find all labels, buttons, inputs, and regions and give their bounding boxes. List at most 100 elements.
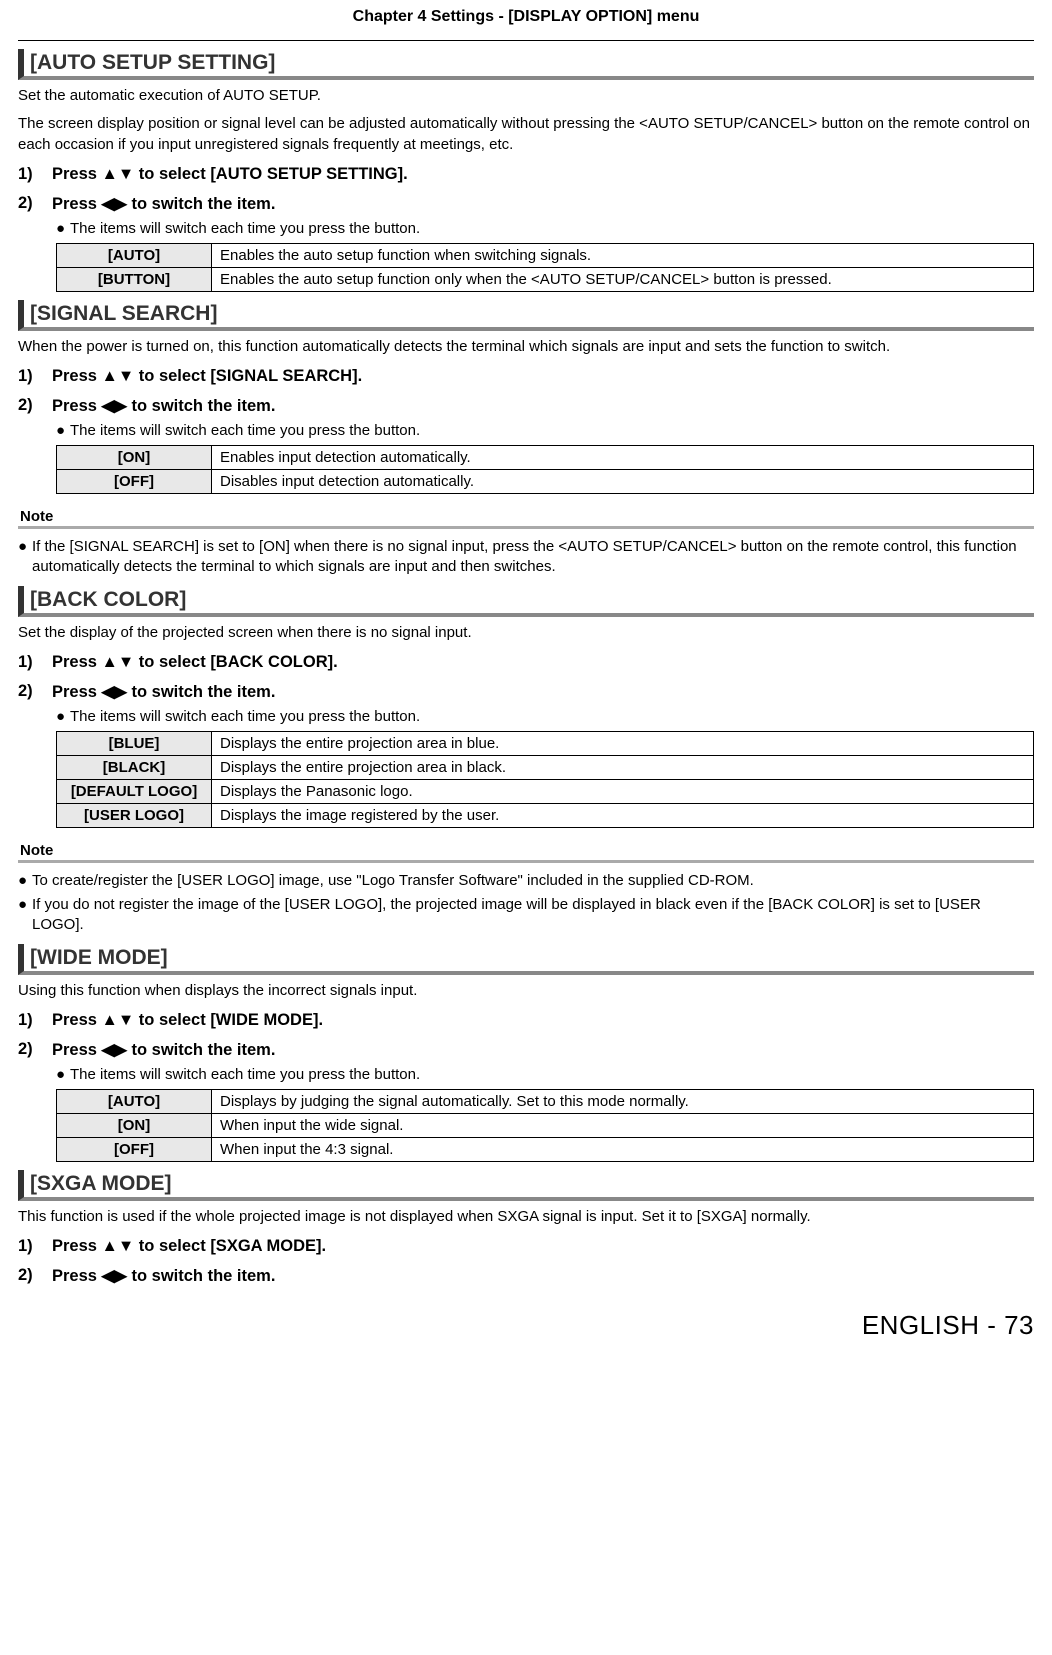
option-label: [USER LOGO] <box>57 803 212 827</box>
table-row: [BLACK] Displays the entire projection a… <box>57 755 1034 779</box>
table-row: [OFF] When input the 4:3 signal. <box>57 1137 1034 1161</box>
option-label: [AUTO] <box>57 243 212 267</box>
body-text: Set the automatic execution of AUTO SETU… <box>18 86 1034 106</box>
option-desc: Enables the auto setup function only whe… <box>212 267 1034 291</box>
bullet-item: ● The items will switch each time you pr… <box>56 1066 1034 1083</box>
note-text: To create/register the [USER LOGO] image… <box>32 872 754 889</box>
bullet-dot-icon: ● <box>18 537 32 557</box>
step-item: 2) Press ◀▶ to switch the item. <box>18 1040 1034 1060</box>
bullet-dot-icon: ● <box>18 895 32 915</box>
step-text: Press ▲▼ to select [WIDE MODE]. <box>52 1011 1034 1030</box>
page-footer: ENGLISH - 73 <box>18 1310 1034 1341</box>
body-text: Set the display of the projected screen … <box>18 623 1034 643</box>
bullet-item: ● The items will switch each time you pr… <box>56 708 1034 725</box>
body-text: Using this function when displays the in… <box>18 981 1034 1001</box>
step-text: Press ◀▶ to switch the item. <box>52 194 1034 214</box>
option-label: [ON] <box>57 1113 212 1137</box>
body-text: The screen display position or signal le… <box>18 114 1034 155</box>
option-desc: Enables input detection automatically. <box>212 446 1034 470</box>
bullet-text: The items will switch each time you pres… <box>70 220 420 237</box>
step-number: 1) <box>18 165 52 184</box>
bullet-text: The items will switch each time you pres… <box>70 1066 420 1083</box>
note-bullet: ●If the [SIGNAL SEARCH] is set to [ON] w… <box>32 537 1034 578</box>
bullet-item: ● The items will switch each time you pr… <box>56 220 1034 237</box>
option-desc: Displays the image registered by the use… <box>212 803 1034 827</box>
table-row: [USER LOGO] Displays the image registere… <box>57 803 1034 827</box>
bullet-dot-icon: ● <box>56 422 70 439</box>
step-number: 2) <box>18 1266 52 1286</box>
section-heading-signal-search: [SIGNAL SEARCH] <box>18 300 1034 331</box>
table-row: [ON] Enables input detection automatical… <box>57 446 1034 470</box>
step-number: 1) <box>18 1237 52 1256</box>
option-label: [BUTTON] <box>57 267 212 291</box>
table-row: [BLUE] Displays the entire projection ar… <box>57 731 1034 755</box>
option-desc: Enables the auto setup function when swi… <box>212 243 1034 267</box>
option-desc: When input the wide signal. <box>212 1113 1034 1137</box>
bullet-dot-icon: ● <box>56 708 70 725</box>
body-text: This function is used if the whole proje… <box>18 1207 1034 1227</box>
step-number: 2) <box>18 1040 52 1060</box>
option-label: [BLUE] <box>57 731 212 755</box>
body-text: When the power is turned on, this functi… <box>18 337 1034 357</box>
section-heading-sxga-mode: [SXGA MODE] <box>18 1170 1034 1201</box>
options-table-signal-search: [ON] Enables input detection automatical… <box>56 445 1034 494</box>
step-item: 2) Press ◀▶ to switch the item. <box>18 682 1034 702</box>
bullet-dot-icon: ● <box>18 871 32 891</box>
step-number: 2) <box>18 396 52 416</box>
step-text: Press ◀▶ to switch the item. <box>52 396 1034 416</box>
option-desc: Displays the Panasonic logo. <box>212 779 1034 803</box>
step-number: 1) <box>18 1011 52 1030</box>
step-item: 2) Press ◀▶ to switch the item. <box>18 396 1034 416</box>
chapter-header: Chapter 4 Settings - [DISPLAY OPTION] me… <box>18 0 1034 41</box>
section-heading-auto-setup: [AUTO SETUP SETTING] <box>18 49 1034 80</box>
bullet-dot-icon: ● <box>56 1066 70 1083</box>
options-table-back-color: [BLUE] Displays the entire projection ar… <box>56 731 1034 828</box>
step-item: 1) Press ▲▼ to select [BACK COLOR]. <box>18 653 1034 672</box>
step-text: Press ◀▶ to switch the item. <box>52 1266 1034 1286</box>
step-text: Press ◀▶ to switch the item. <box>52 682 1034 702</box>
option-label: [DEFAULT LOGO] <box>57 779 212 803</box>
option-desc: Displays the entire projection area in b… <box>212 755 1034 779</box>
note-heading: Note <box>18 840 1034 863</box>
table-row: [DEFAULT LOGO] Displays the Panasonic lo… <box>57 779 1034 803</box>
note-heading: Note <box>18 506 1034 529</box>
option-label: [BLACK] <box>57 755 212 779</box>
step-item: 2) Press ◀▶ to switch the item. <box>18 194 1034 214</box>
step-text: Press ▲▼ to select [BACK COLOR]. <box>52 653 1034 672</box>
note-text: If you do not register the image of the … <box>32 896 981 933</box>
option-label: [OFF] <box>57 470 212 494</box>
table-row: [AUTO] Enables the auto setup function w… <box>57 243 1034 267</box>
option-desc: Displays the entire projection area in b… <box>212 731 1034 755</box>
step-number: 1) <box>18 653 52 672</box>
note-bullet: ●To create/register the [USER LOGO] imag… <box>32 871 1034 891</box>
option-desc: Displays by judging the signal automatic… <box>212 1089 1034 1113</box>
bullet-text: The items will switch each time you pres… <box>70 708 420 725</box>
table-row: [BUTTON] Enables the auto setup function… <box>57 267 1034 291</box>
step-item: 1) Press ▲▼ to select [SXGA MODE]. <box>18 1237 1034 1256</box>
step-item: 1) Press ▲▼ to select [AUTO SETUP SETTIN… <box>18 165 1034 184</box>
table-row: [ON] When input the wide signal. <box>57 1113 1034 1137</box>
note-bullet: ●If you do not register the image of the… <box>32 895 1034 936</box>
step-number: 1) <box>18 367 52 386</box>
table-row: [OFF] Disables input detection automatic… <box>57 470 1034 494</box>
bullet-dot-icon: ● <box>56 220 70 237</box>
step-text: Press ▲▼ to select [AUTO SETUP SETTING]. <box>52 165 1034 184</box>
options-table-auto-setup: [AUTO] Enables the auto setup function w… <box>56 243 1034 292</box>
step-number: 2) <box>18 194 52 214</box>
note-text: If the [SIGNAL SEARCH] is set to [ON] wh… <box>32 538 1017 575</box>
step-text: Press ▲▼ to select [SXGA MODE]. <box>52 1237 1034 1256</box>
step-number: 2) <box>18 682 52 702</box>
step-text: Press ▲▼ to select [SIGNAL SEARCH]. <box>52 367 1034 386</box>
option-label: [AUTO] <box>57 1089 212 1113</box>
bullet-text: The items will switch each time you pres… <box>70 422 420 439</box>
section-heading-back-color: [BACK COLOR] <box>18 586 1034 617</box>
step-item: 2) Press ◀▶ to switch the item. <box>18 1266 1034 1286</box>
option-label: [ON] <box>57 446 212 470</box>
option-label: [OFF] <box>57 1137 212 1161</box>
section-heading-wide-mode: [WIDE MODE] <box>18 944 1034 975</box>
table-row: [AUTO] Displays by judging the signal au… <box>57 1089 1034 1113</box>
options-table-wide-mode: [AUTO] Displays by judging the signal au… <box>56 1089 1034 1162</box>
step-text: Press ◀▶ to switch the item. <box>52 1040 1034 1060</box>
bullet-item: ● The items will switch each time you pr… <box>56 422 1034 439</box>
step-item: 1) Press ▲▼ to select [WIDE MODE]. <box>18 1011 1034 1030</box>
